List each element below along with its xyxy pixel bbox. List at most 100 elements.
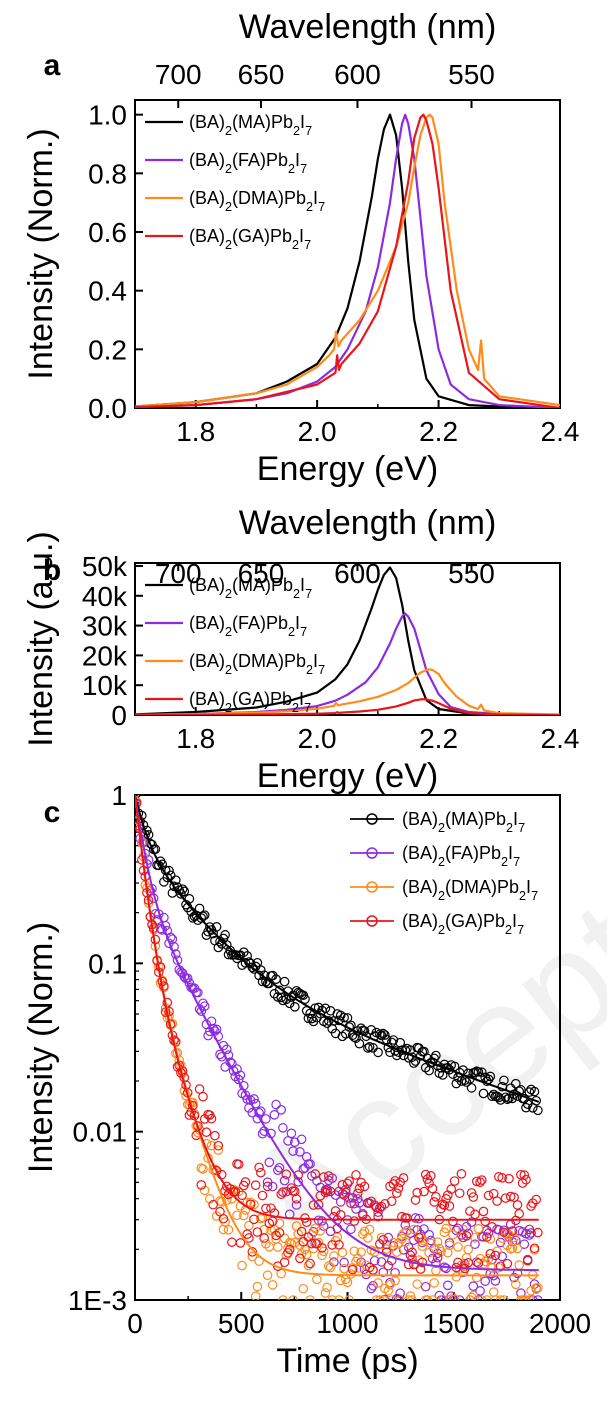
data-point <box>237 1190 247 1201</box>
data-point <box>284 1237 295 1248</box>
data-point <box>327 1295 337 1300</box>
data-point <box>278 1123 288 1133</box>
data-point <box>468 1290 479 1300</box>
data-point <box>507 1093 518 1104</box>
data-point <box>310 1223 320 1234</box>
y-tick-label: 20k <box>82 640 128 671</box>
data-point <box>398 1173 409 1183</box>
data-point <box>272 1165 283 1176</box>
data-point <box>466 1083 477 1093</box>
data-point <box>317 1216 327 1226</box>
panel-letter-a: a <box>44 49 61 82</box>
data-point <box>198 1164 208 1174</box>
plot-frame <box>134 562 561 716</box>
series-line <box>135 113 560 408</box>
legend-label: (BA)2(MA)Pb2I7 <box>189 112 312 138</box>
series-line <box>135 612 560 715</box>
data-point <box>295 1147 305 1157</box>
y-tick-label: 50k <box>82 551 128 582</box>
data-point <box>298 1164 309 1174</box>
data-point <box>257 976 268 987</box>
legend-marker <box>366 813 378 825</box>
data-point <box>237 1260 247 1271</box>
data-point <box>274 1218 285 1229</box>
data-point <box>431 1258 441 1268</box>
y-tick-label: 0.0 <box>88 393 127 424</box>
data-point <box>473 1223 484 1234</box>
data-point <box>249 1214 259 1225</box>
data-point <box>210 1130 220 1141</box>
data-point <box>346 1224 356 1235</box>
fit-line <box>135 795 539 1272</box>
data-point <box>344 1176 354 1186</box>
data-point <box>446 1184 456 1195</box>
data-point <box>247 1251 258 1262</box>
data-point <box>354 1263 365 1273</box>
data-point <box>476 1067 487 1078</box>
data-point <box>298 1236 309 1247</box>
data-point <box>279 976 290 987</box>
data-point <box>378 1295 388 1300</box>
data-point <box>198 1091 208 1102</box>
data-point <box>150 844 161 855</box>
data-point <box>261 1114 271 1124</box>
data-point <box>262 1181 273 1192</box>
data-point <box>417 1241 428 1251</box>
data-point <box>359 1181 370 1192</box>
data-point <box>395 1295 405 1300</box>
data-point <box>507 1243 518 1253</box>
data-point <box>272 1242 283 1252</box>
data-point <box>267 1181 278 1192</box>
data-point <box>222 940 232 950</box>
data-point <box>274 1227 285 1238</box>
x-tick-label: 2.2 <box>419 416 458 447</box>
data-point <box>533 1283 543 1293</box>
data-point <box>478 1088 489 1099</box>
data-point <box>492 1246 502 1257</box>
y-tick-label: 30k <box>82 611 128 642</box>
x-tick-label: 2.0 <box>298 723 337 754</box>
data-point <box>131 785 139 793</box>
data-point <box>346 1198 356 1208</box>
data-point <box>514 1208 524 1219</box>
data-point <box>208 1199 218 1210</box>
data-point <box>446 1294 456 1300</box>
data-point <box>412 1279 422 1289</box>
data-point <box>213 1145 224 1155</box>
x-tick-label: 2.4 <box>541 723 580 754</box>
data-point <box>271 1099 281 1110</box>
y-tick-label: 0 <box>111 700 127 731</box>
data-point <box>502 1094 513 1105</box>
data-point <box>259 1233 269 1243</box>
data-point <box>442 1280 453 1291</box>
data-point <box>510 1078 521 1089</box>
fit-line <box>135 795 539 1221</box>
top-tick-label: 600 <box>334 59 381 90</box>
data-point <box>305 1159 315 1169</box>
data-point <box>492 1196 502 1206</box>
data-point <box>431 1050 441 1061</box>
data-point <box>510 1279 521 1290</box>
data-point <box>403 1259 414 1270</box>
data-point <box>254 1162 264 1173</box>
x-tick-label: 0 <box>127 1308 143 1339</box>
data-point <box>298 1283 309 1294</box>
data-point <box>266 1203 276 1213</box>
data-point <box>432 1252 443 1263</box>
legend-marker <box>366 847 378 859</box>
data-point <box>312 1274 322 1285</box>
y-tick-label: 0.1 <box>88 948 127 979</box>
data-point <box>533 1227 543 1238</box>
data-point <box>388 1237 399 1248</box>
data-point <box>524 1087 535 1097</box>
panel-a: a 1.8 2.0 2.2 2.4 0.0 0.2 0.4 0.6 0.8 1.0 Energy (e… <box>22 8 579 488</box>
data-point <box>448 1216 458 1227</box>
data-point <box>349 1198 360 1209</box>
data-point <box>521 1295 531 1300</box>
data-point <box>420 1281 431 1292</box>
data-point <box>424 1247 434 1258</box>
data-point <box>512 1200 523 1210</box>
data-point <box>262 1270 273 1281</box>
data-point <box>334 1295 344 1300</box>
